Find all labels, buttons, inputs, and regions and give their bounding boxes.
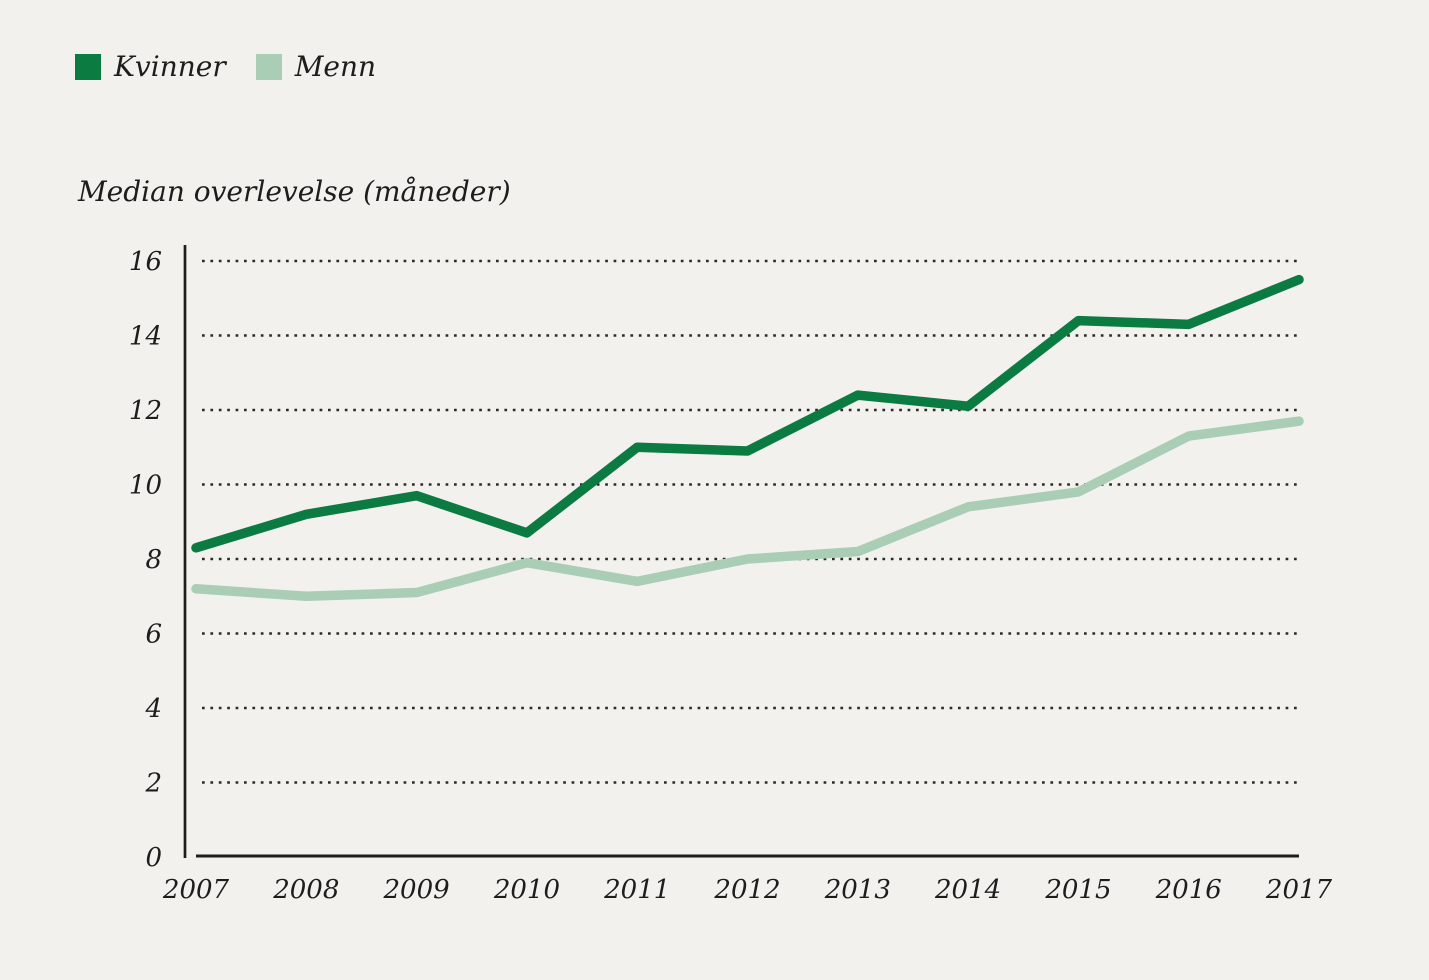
legend-item-kvinner: Kvinner [75, 50, 226, 83]
y-tick-label-14: 14 [129, 322, 162, 352]
y-tick-label-0: 0 [145, 843, 162, 873]
kvinner-swatch-icon [75, 54, 101, 80]
y-tick-label-6: 6 [145, 620, 162, 650]
x-tick-label-2016: 2016 [1155, 875, 1222, 905]
y-tick-label-12: 12 [129, 396, 162, 426]
y-tick-label-16: 16 [129, 247, 162, 277]
y-tick-label-2: 2 [144, 769, 162, 799]
x-tick-label-2013: 2013 [824, 875, 891, 905]
x-tick-label-2010: 2010 [493, 875, 560, 905]
y-tick-label-4: 4 [144, 694, 162, 724]
x-tick-label-2009: 2009 [383, 875, 450, 905]
x-tick-label-2007: 2007 [162, 875, 230, 905]
legend-label-menn: Menn [294, 50, 377, 83]
x-tick-label-2011: 2011 [603, 875, 670, 905]
x-tick-label-2017: 2017 [1265, 875, 1333, 905]
menn-swatch-icon [255, 54, 282, 80]
y-tick-label-10: 10 [129, 471, 162, 501]
legend-label-kvinner: Kvinner [114, 50, 226, 83]
legend: Kvinner Menn [75, 50, 377, 83]
x-tick-label-2014: 2014 [934, 875, 1001, 905]
x-tick-label-2012: 2012 [713, 875, 780, 905]
series-line-menn [191, 416, 1304, 601]
x-tick-label-2015: 2015 [1044, 875, 1111, 905]
chart-title: Median overlevelse (måneder) [78, 175, 511, 208]
x-tick-label-2008: 2008 [272, 875, 339, 905]
series-line-kvinner [191, 274, 1304, 553]
legend-item-menn: Menn [255, 50, 377, 83]
y-tick-label-8: 8 [145, 545, 162, 575]
